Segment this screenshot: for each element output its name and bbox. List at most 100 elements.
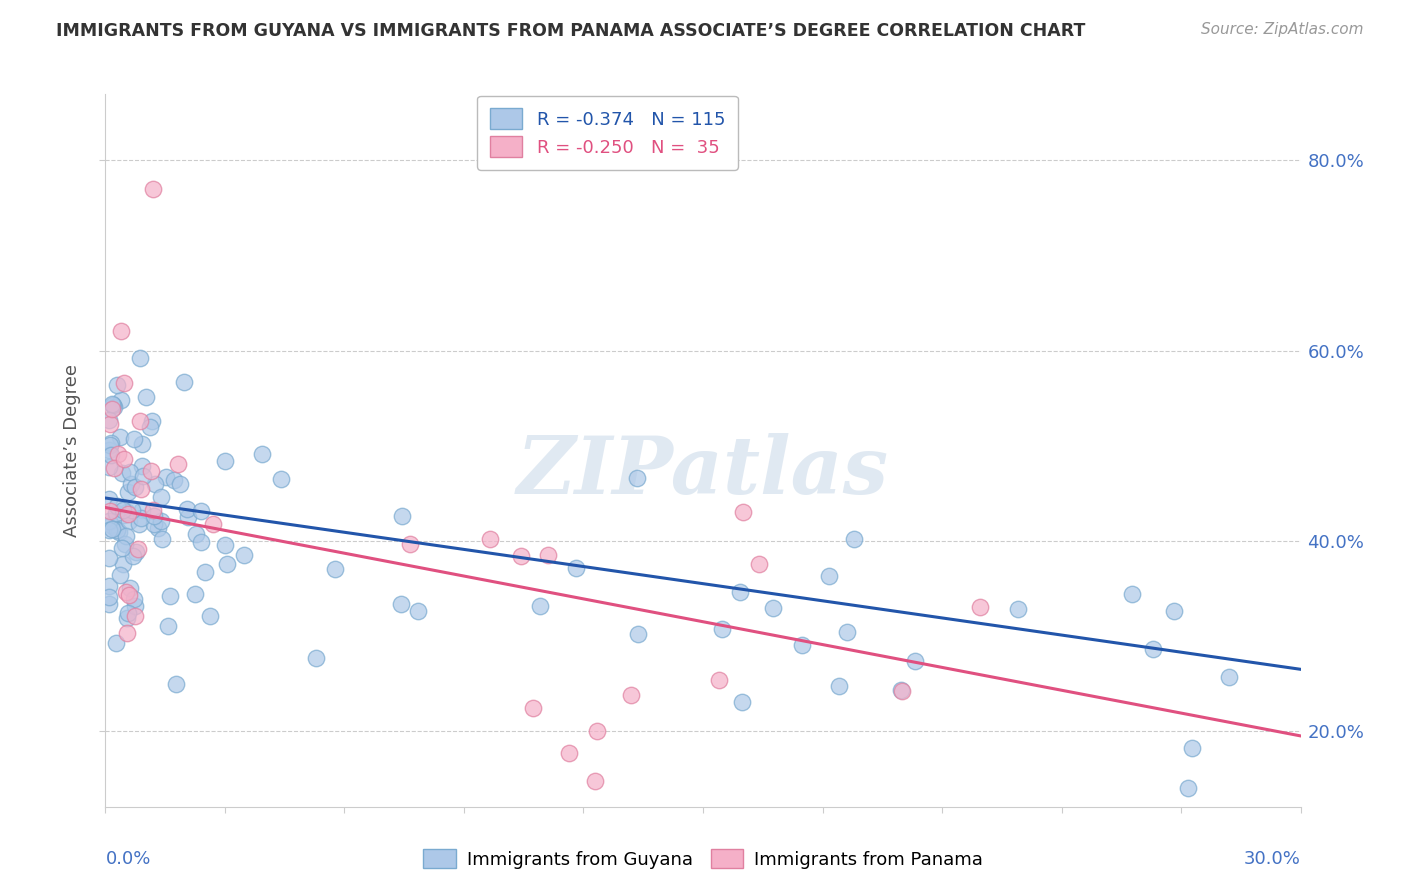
Point (169, 476, 191, 491)
Point (135, 390, 157, 404)
Point (101, 523, 124, 537)
Point (117, 607, 139, 621)
Point (128, 351, 150, 365)
Point (105, 523, 128, 537)
Point (792, 639, 814, 653)
Point (891, 684, 914, 698)
Text: ZIPatlas: ZIPatlas (517, 434, 889, 510)
Point (108, 525, 131, 540)
Point (110, 393, 132, 408)
Point (122, 432, 145, 446)
Point (131, 503, 153, 517)
Point (131, 437, 153, 451)
Point (131, 459, 153, 474)
Point (138, 420, 160, 434)
Point (122, 592, 145, 607)
Point (619, 688, 641, 702)
Point (103, 400, 125, 414)
Point (105, 500, 128, 514)
Point (149, 490, 172, 504)
Point (98, 504, 121, 518)
Point (115, 626, 138, 640)
Point (143, 517, 166, 532)
Text: 30.0%: 30.0% (1244, 850, 1301, 868)
Point (143, 477, 166, 491)
Point (128, 516, 150, 531)
Point (215, 558, 238, 572)
Point (141, 464, 163, 478)
Point (117, 484, 139, 499)
Point (626, 471, 648, 485)
Point (728, 584, 751, 599)
Point (121, 502, 143, 516)
Point (406, 604, 429, 618)
Point (101, 398, 124, 412)
Point (828, 679, 851, 693)
Point (184, 587, 207, 601)
Point (305, 650, 328, 665)
Point (890, 682, 912, 697)
Point (176, 502, 198, 516)
Point (110, 324, 132, 338)
Point (115, 611, 138, 625)
Point (117, 507, 139, 521)
Point (150, 532, 173, 546)
Point (731, 505, 754, 519)
Point (129, 414, 152, 428)
Point (115, 505, 138, 519)
Point (100, 448, 122, 462)
Point (1163, 604, 1185, 618)
Point (177, 509, 200, 524)
Point (118, 514, 141, 528)
Point (969, 600, 991, 615)
Point (323, 562, 346, 576)
Point (120, 581, 142, 595)
Point (108, 430, 131, 444)
Point (111, 508, 134, 522)
Point (529, 599, 551, 614)
Point (730, 695, 752, 709)
Point (583, 774, 606, 789)
Point (124, 599, 146, 613)
Point (214, 538, 236, 552)
Point (101, 401, 124, 416)
Legend: Immigrants from Guyana, Immigrants from Panama: Immigrants from Guyana, Immigrants from … (416, 842, 990, 876)
Point (818, 569, 841, 583)
Point (142, 503, 165, 517)
Point (163, 473, 186, 487)
Point (98, 437, 121, 451)
Point (98, 579, 121, 593)
Text: IMMIGRANTS FROM GUYANA VS IMMIGRANTS FROM PANAMA ASSOCIATE’S DEGREE CORRELATION : IMMIGRANTS FROM GUYANA VS IMMIGRANTS FRO… (56, 22, 1085, 40)
Point (201, 517, 224, 532)
Point (98, 413, 121, 427)
Point (98, 491, 121, 506)
Point (114, 537, 136, 551)
Point (252, 447, 274, 461)
Point (1177, 781, 1199, 796)
Text: Source: ZipAtlas.com: Source: ZipAtlas.com (1201, 22, 1364, 37)
Point (105, 377, 128, 392)
Point (110, 567, 132, 582)
Point (1121, 587, 1143, 601)
Point (142, 509, 165, 524)
Point (233, 548, 256, 562)
Point (627, 627, 650, 641)
Point (214, 454, 236, 468)
Point (842, 532, 865, 546)
Point (184, 527, 207, 541)
Point (98, 551, 121, 566)
Point (146, 521, 169, 535)
Point (762, 600, 785, 615)
Point (104, 507, 127, 521)
Point (155, 470, 177, 484)
Point (748, 558, 770, 572)
Point (107, 447, 129, 461)
Point (98, 514, 121, 528)
Text: 0.0%: 0.0% (105, 850, 150, 868)
Point (509, 549, 531, 564)
Point (121, 477, 143, 491)
Point (120, 465, 142, 479)
Point (190, 535, 212, 549)
Point (389, 598, 412, 612)
Point (98, 597, 121, 611)
